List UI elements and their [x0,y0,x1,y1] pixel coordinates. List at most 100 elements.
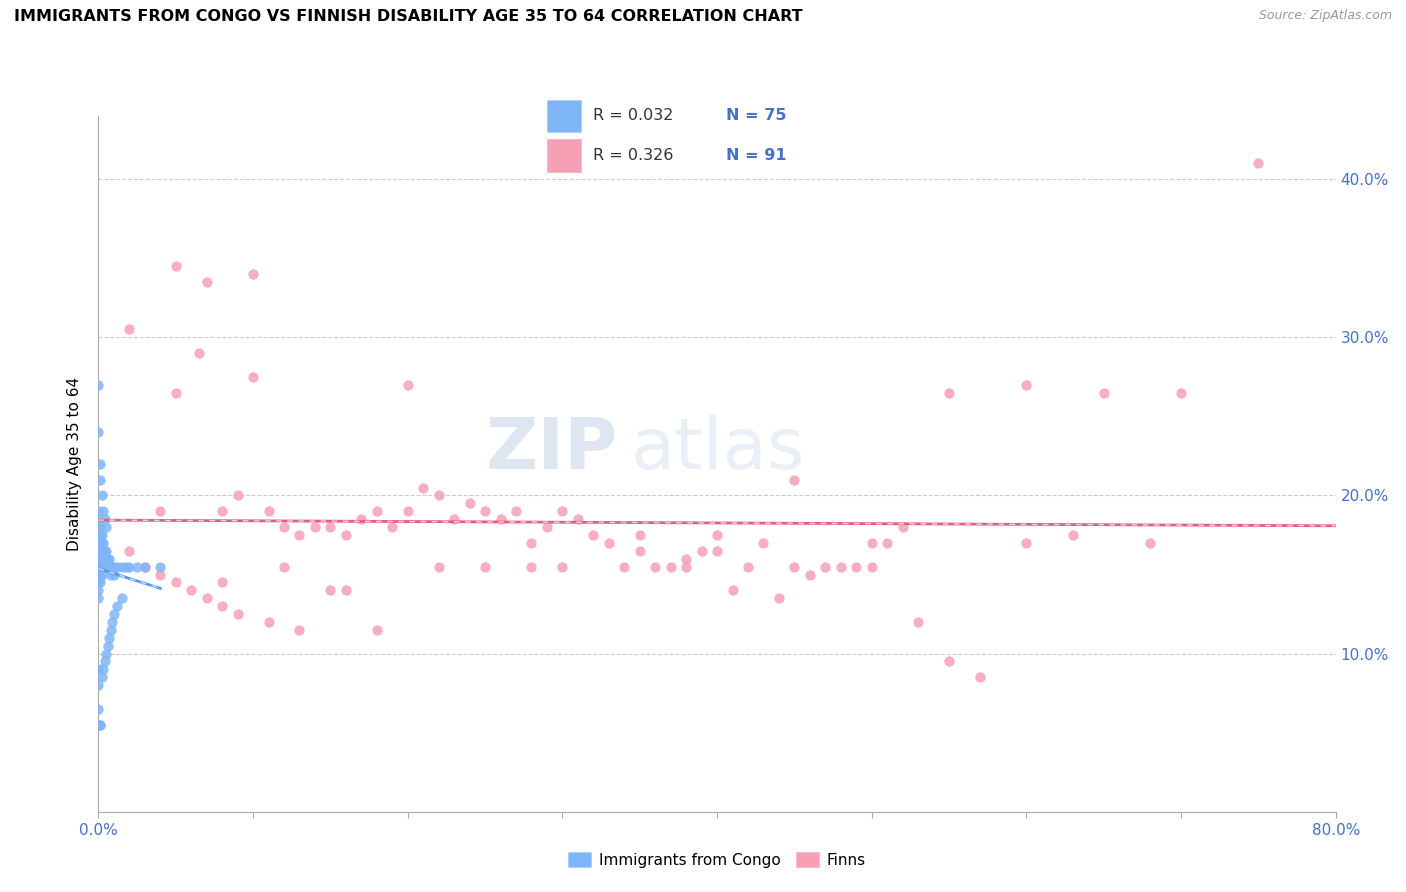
Point [93,551,115,566]
Point [89,457,111,471]
Point [90,536,112,550]
Point [165,385,187,400]
Point [118,543,141,558]
Point [87,504,110,518]
Point [211,575,233,590]
Point [87,567,110,582]
Point [304,520,326,534]
Point [188,346,211,360]
Point [149,504,172,518]
Point [489,512,512,526]
Point [91,543,114,558]
Point [474,559,496,574]
Text: IMMIGRANTS FROM CONGO VS FINNISH DISABILITY AGE 35 TO 64 CORRELATION CHART: IMMIGRANTS FROM CONGO VS FINNISH DISABIL… [14,9,803,24]
Point [938,655,960,669]
Bar [547,100,581,132]
Point [567,512,589,526]
Point [87,662,110,676]
Point [97,559,120,574]
Point [87,543,110,558]
Point [690,543,713,558]
Point [127,559,149,574]
Text: R = 0.032: R = 0.032 [593,108,673,123]
Point [87,536,110,550]
Legend: Immigrants from Congo, Finns: Immigrants from Congo, Finns [562,846,872,873]
Point [319,583,342,598]
Point [366,504,388,518]
Point [87,528,110,542]
Point [149,567,172,582]
Point [675,559,697,574]
Point [396,377,419,392]
Point [103,567,125,582]
Point [381,520,404,534]
Point [165,259,187,273]
Point [97,639,120,653]
Point [87,520,110,534]
Point [87,583,110,598]
Point [91,536,114,550]
Point [427,488,450,502]
Point [582,528,605,542]
Point [91,551,114,566]
Text: ZIP: ZIP [486,416,619,484]
Point [273,559,295,574]
Point [87,377,110,392]
Point [551,559,574,574]
Point [536,520,558,534]
Point [96,559,118,574]
Point [830,559,852,574]
Point [335,528,357,542]
Point [598,536,620,550]
Point [474,504,496,518]
Point [721,583,744,598]
Point [737,559,759,574]
Point [98,559,121,574]
Point [335,583,357,598]
Point [93,543,115,558]
Point [226,607,249,621]
Point [90,543,112,558]
Point [91,662,114,676]
Point [118,322,141,336]
Point [799,567,821,582]
Point [134,559,156,574]
Point [458,496,481,510]
Point [89,575,111,590]
Point [89,543,111,558]
Point [628,528,651,542]
Point [628,543,651,558]
Point [768,591,790,606]
Point [115,559,138,574]
Point [96,520,118,534]
Point [659,559,682,574]
Point [111,591,134,606]
Point [89,567,111,582]
Point [675,551,697,566]
Point [1015,536,1038,550]
Point [103,559,125,574]
Point [1139,536,1161,550]
Point [551,504,574,518]
Text: N = 91: N = 91 [725,148,786,163]
Point [644,559,666,574]
Point [90,559,112,574]
Point [752,536,775,550]
Point [89,551,111,566]
Point [93,559,115,574]
Point [101,559,124,574]
Point [613,559,636,574]
Point [87,575,110,590]
Point [97,551,120,566]
Text: N = 75: N = 75 [725,108,786,123]
Point [149,559,172,574]
Point [89,717,111,731]
Point [87,702,110,716]
Text: Source: ZipAtlas.com: Source: ZipAtlas.com [1258,9,1392,22]
Point [257,504,280,518]
Point [91,559,114,574]
Point [89,528,111,542]
Point [100,623,122,637]
Point [427,559,450,574]
Point [100,567,122,582]
